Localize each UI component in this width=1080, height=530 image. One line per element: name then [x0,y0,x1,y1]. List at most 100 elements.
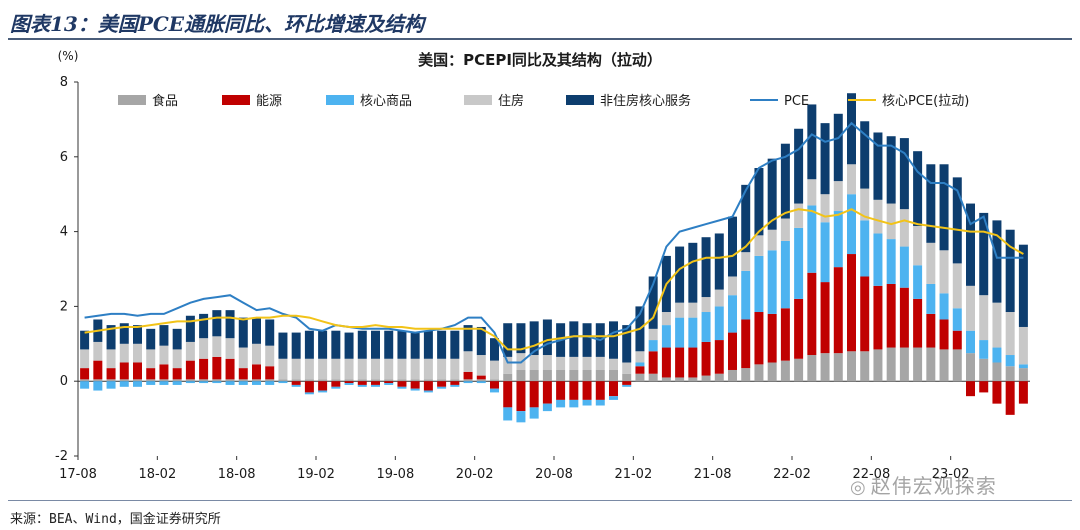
bar-nonhousing_services [820,123,830,195]
bar-core_goods [701,312,711,342]
legend-label-nonhousing_services: 非住房核心服务 [600,93,691,109]
pce-chart: 美国：PCEPI同比及其结构（拉动） (%) -2 0 2 4 6 8 17-08 18-0… [55,49,1030,482]
bar-nonhousing_services [939,164,949,251]
bar-core_goods [569,399,579,408]
bar-food [966,353,975,382]
bar-core_goods [357,384,367,387]
bar-housing [146,349,156,369]
bar-housing [265,345,275,367]
bar-nonhousing_services [860,121,870,189]
bar-energy [304,381,314,393]
bar-food [741,368,751,382]
bar-energy [820,282,830,354]
bar-energy [133,362,142,380]
y-unit-label: (%) [58,49,79,63]
bar-food [926,347,936,382]
bar-core_goods [106,381,116,389]
x-tick-label: 22-02 [773,467,811,482]
figure-title: 图表13：美国PCE通胀同比、环比增速及结构 [10,12,425,36]
bar-housing [331,358,341,380]
bar-nonhousing_services [728,216,737,277]
bar-core_goods [503,407,513,421]
bar-nonhousing_services [529,321,539,356]
bar-food [212,379,222,382]
bar-core_goods [490,388,499,393]
bar-nonhousing_services [212,310,222,337]
bar-food [238,379,248,382]
bar-core_goods [556,399,566,408]
bar-housing [1005,312,1015,356]
bar-energy [688,347,698,378]
bar-housing [344,358,354,380]
bar-nonhousing_services [873,132,883,200]
bar-core_goods [807,205,817,273]
bar-food [185,379,195,382]
bar-housing [635,351,645,363]
bar-nonhousing_services [423,330,433,359]
bar-nonhousing_services [410,332,420,359]
bar-core_goods [992,347,1002,363]
bar-housing [93,341,103,361]
bar-energy [159,364,169,380]
bar-core_goods [252,381,261,385]
bar-nonhousing_services [265,319,275,346]
bar-food [304,379,314,382]
bar-core_goods [119,381,129,387]
bar-core_goods [542,403,552,412]
bar-core_goods [199,381,209,384]
bar-housing [688,302,698,318]
bar-energy [1005,381,1015,415]
x-tick-label: 22-08 [852,467,890,482]
legend-label-core_goods: 核心商品 [360,94,412,109]
bar-energy [238,368,248,380]
bar-housing [278,358,288,380]
bar-food [886,347,896,382]
bar-food [93,379,103,382]
bar-core_goods [688,317,698,348]
bar-energy [384,381,394,384]
bar-housing [741,252,751,271]
bar-housing [119,343,129,363]
bar-food [860,351,870,382]
source-note: 来源：BEA、Wind，国金证券研究所 [10,512,221,527]
bar-core_goods [873,233,883,286]
bar-housing [582,356,592,370]
bar-food [847,351,856,382]
bar-core_goods [146,381,156,385]
bar-food [516,369,526,382]
bar-core_goods [913,265,923,299]
bar-food [992,362,1002,382]
legend-swatch-housing [464,95,492,105]
bar-core_goods [397,386,407,389]
bar-core_goods [304,392,314,395]
bar-food [450,379,460,382]
bar-food [119,379,129,382]
bar-core_goods [767,250,777,314]
bar-food [873,349,883,382]
bar-energy [833,267,843,354]
bar-food [159,379,169,382]
bar-food [146,379,156,382]
y-tick-label: -2 [55,449,68,464]
bar-housing [873,199,883,234]
bar-food [688,377,698,382]
bar-housing [714,289,724,307]
bar-core_goods [741,270,751,320]
bar-housing [304,358,314,380]
bar-housing [410,358,420,380]
wechat-icon: ◎ [850,477,867,498]
bar-core_goods [833,211,843,268]
bar-core_goods [648,340,658,352]
bar-nonhousing_services [133,325,142,344]
bar-housing [106,349,116,369]
bar-energy [886,283,896,348]
bar-housing [939,250,949,294]
bar-energy [265,366,275,380]
bar-energy [939,319,949,350]
bar-food [423,379,433,382]
chart-title: 美国：PCEPI同比及其结构（拉动） [418,51,662,69]
bar-energy [767,313,777,363]
bar-nonhousing_services [648,276,658,329]
bar-energy [93,360,103,380]
y-tick-label: 6 [60,150,68,165]
